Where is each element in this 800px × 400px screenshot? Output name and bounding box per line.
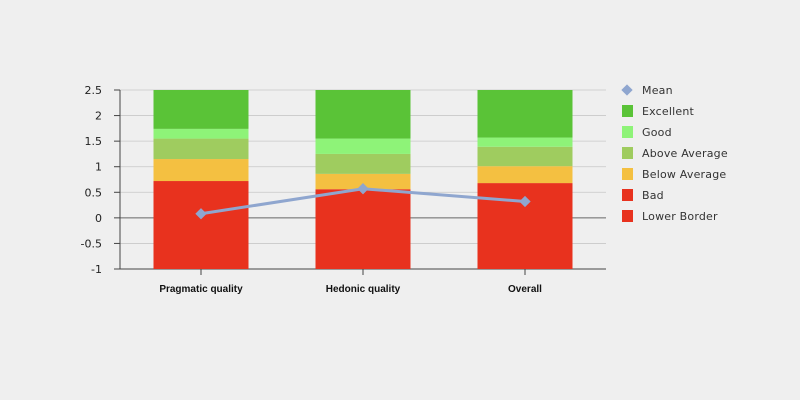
- mean-point: [195, 208, 207, 220]
- mean-point: [357, 183, 369, 195]
- y-tick-label: 2: [95, 110, 102, 123]
- bar-segment-bad: [315, 189, 411, 269]
- y-tick-label: -1: [91, 263, 102, 276]
- bar-segment-good: [477, 137, 573, 147]
- bar-segment-good: [153, 128, 249, 139]
- legend-label-good: Good: [642, 126, 672, 139]
- y-tick-label: -0.5: [81, 237, 102, 250]
- legend-swatch-excellent: [622, 105, 633, 117]
- y-tick-label: 1.5: [85, 135, 103, 148]
- legend-swatch-good: [622, 126, 633, 138]
- legend-label-above-average: Above Average: [642, 147, 728, 160]
- x-category-label: Pragmatic quality: [159, 284, 243, 295]
- bar-segment-excellent: [477, 90, 573, 138]
- y-tick-label: 0.5: [85, 186, 103, 199]
- legend-label-lower-border: Lower Border: [642, 210, 718, 223]
- bar-segment-above-average: [315, 153, 411, 174]
- legend-swatch-lower-border: [622, 210, 633, 222]
- legend-swatch-mean: [621, 84, 633, 96]
- legend-swatch-above-average: [622, 147, 633, 159]
- legend-label-below-average: Below Average: [642, 168, 726, 181]
- legend-swatch-bad: [622, 189, 633, 201]
- bar-segment-below-average: [315, 173, 411, 190]
- y-tick-label: 1: [95, 161, 102, 174]
- mean-point: [519, 195, 531, 208]
- x-category-label: Hedonic quality: [326, 284, 401, 295]
- bar-segment-above-average: [477, 146, 573, 167]
- y-tick-label: 0: [95, 212, 102, 225]
- bar-segment-below-average: [477, 166, 573, 184]
- bar-segment-below-average: [153, 159, 249, 182]
- legend-label-excellent: Excellent: [642, 105, 695, 118]
- legend-label-bad: Bad: [642, 189, 664, 202]
- bar-segment-bad: [153, 181, 249, 269]
- bar-segment-good: [315, 138, 411, 154]
- legend-swatch-below-average: [622, 168, 633, 180]
- bar-segment-excellent: [315, 90, 411, 139]
- y-tick-label: 2.5: [85, 84, 103, 97]
- legend-label-mean: Mean: [642, 84, 673, 97]
- bar-segment-excellent: [153, 90, 249, 129]
- x-category-label: Overall: [508, 284, 542, 295]
- bar-segment-above-average: [153, 138, 249, 160]
